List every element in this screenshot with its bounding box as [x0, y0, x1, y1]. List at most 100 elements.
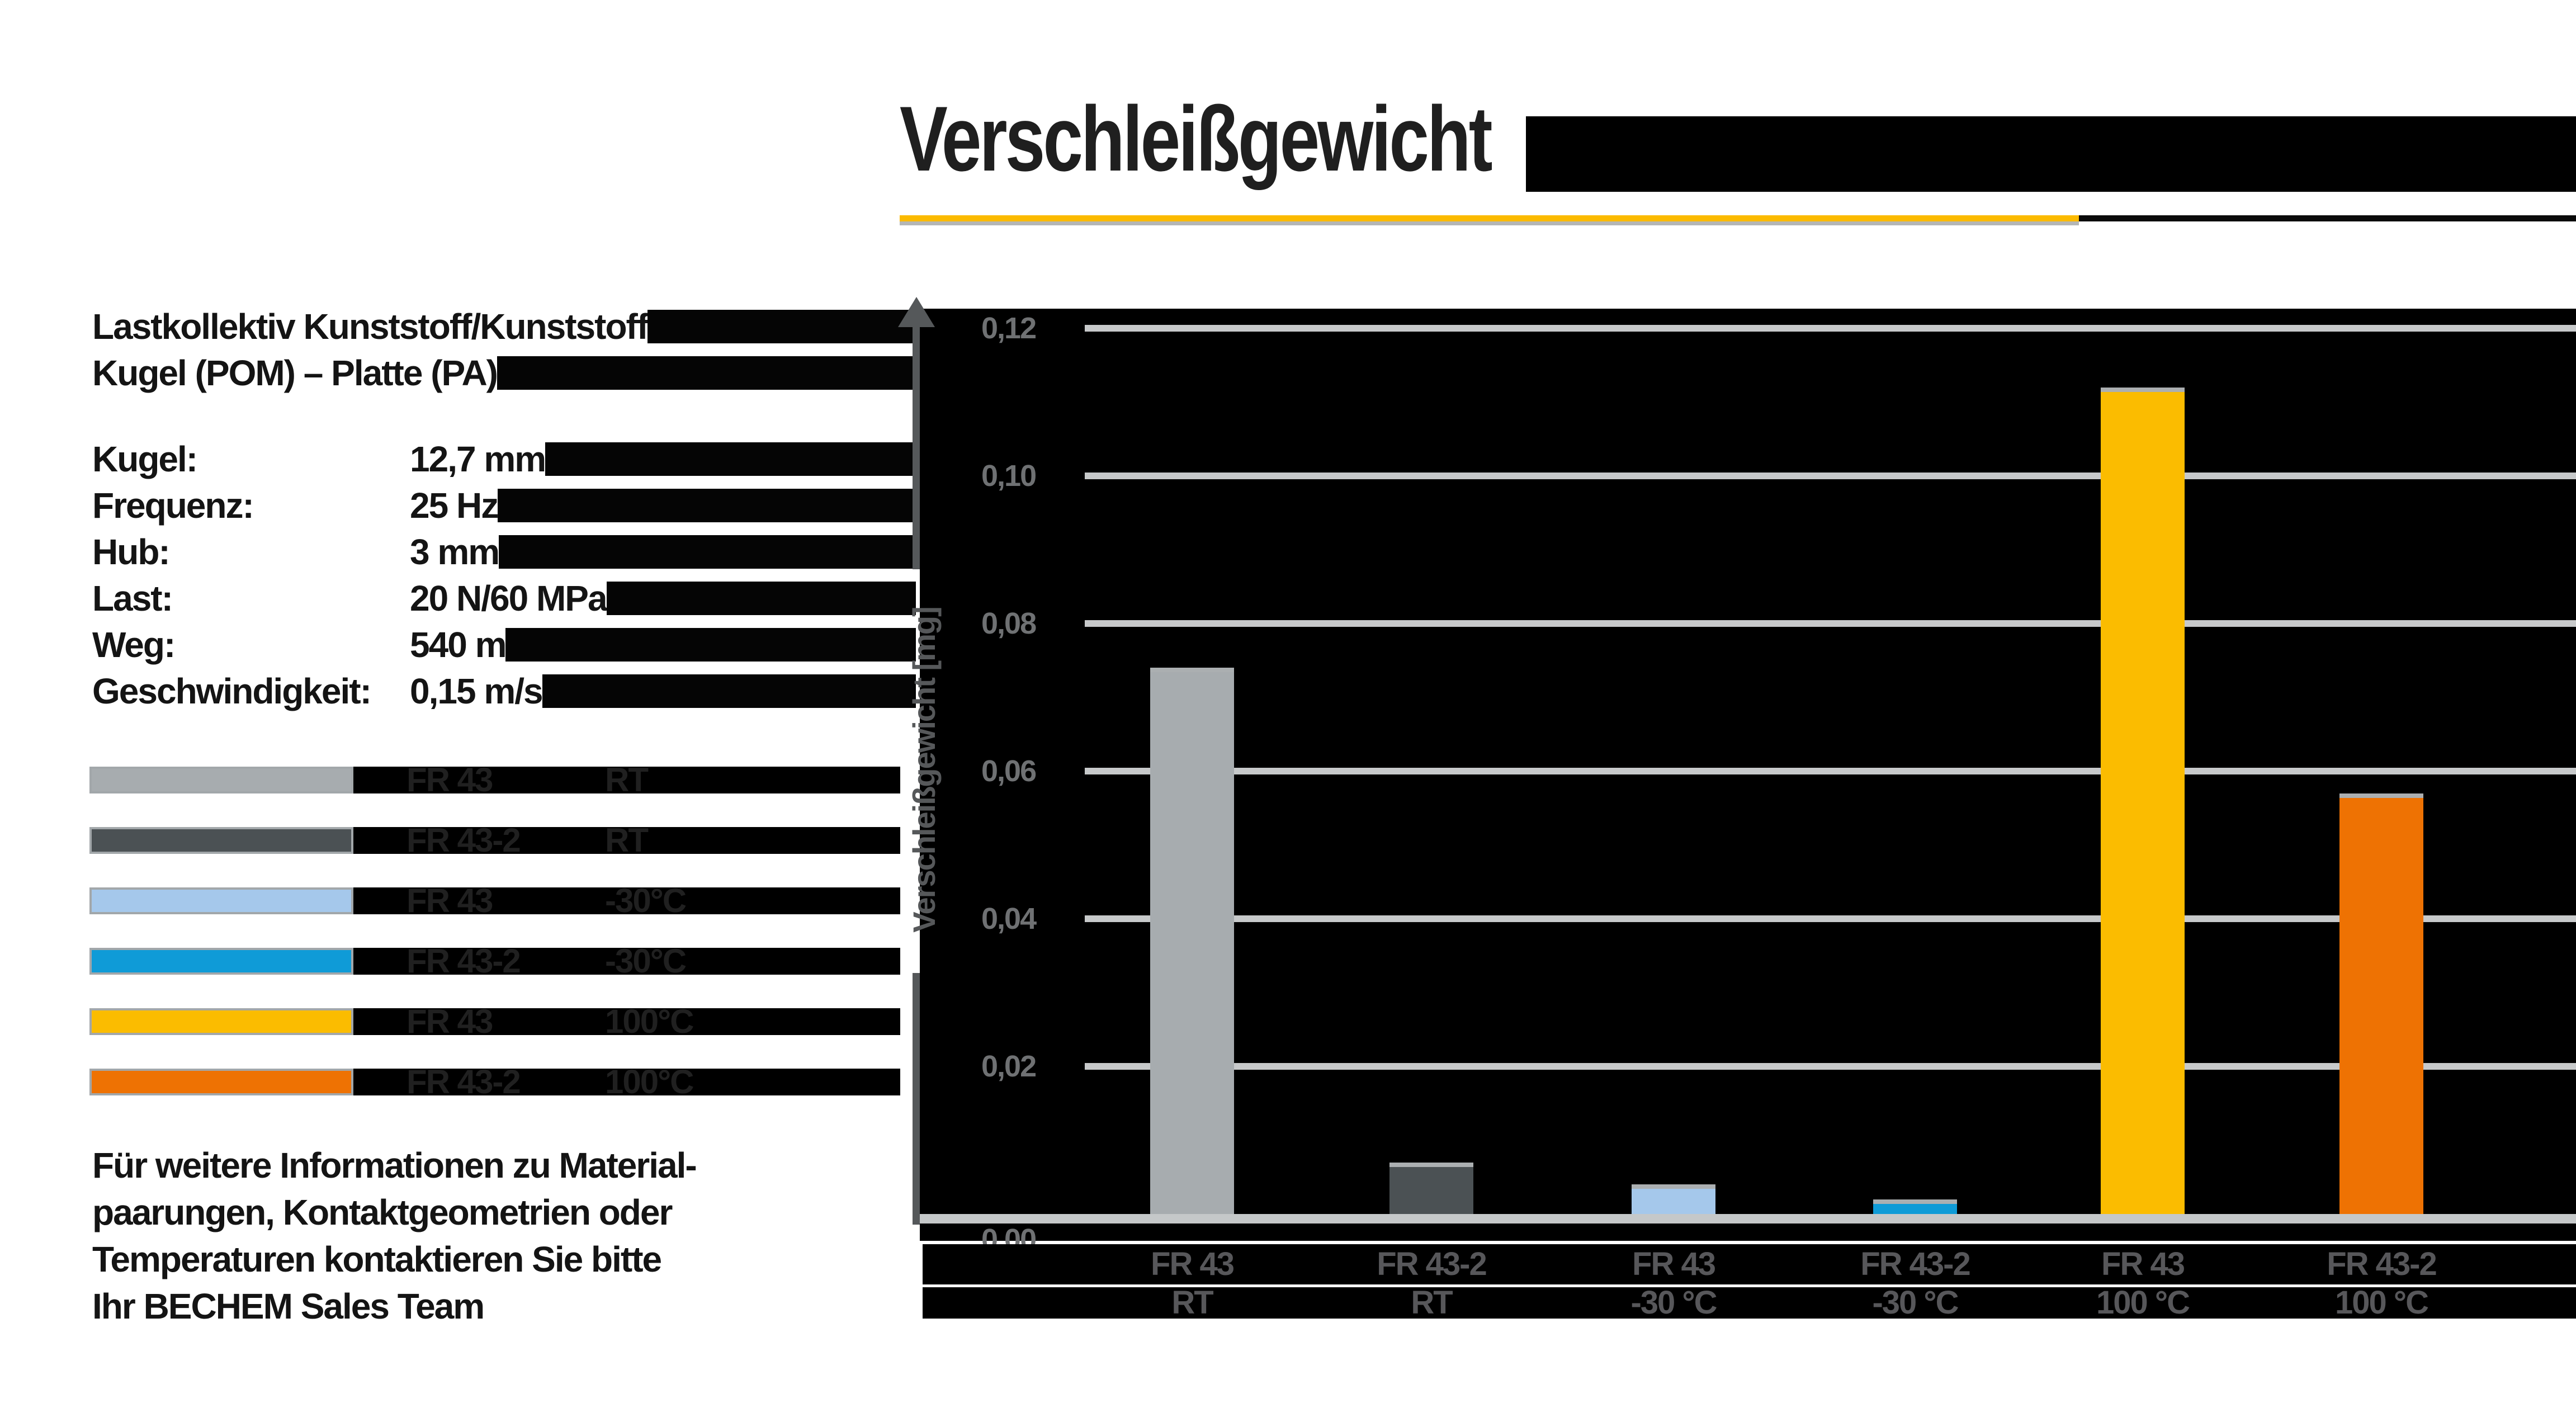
param-row: Last: 20 N/60 MPa: [92, 578, 916, 618]
param-label-holder: Geschwindigkeit:: [92, 670, 410, 712]
info-row-filler-bar: [497, 356, 916, 390]
legend-filler-bar: FR 43-2 -30°C: [353, 942, 900, 980]
param-label: Kugel:: [92, 439, 198, 479]
y-axis-title-box: Verschleißgewicht [mg]: [906, 591, 942, 949]
legend-filler-bar: FR 43 100°C: [353, 1003, 900, 1040]
footer-row: Ihr BECHEM Sales Team: [92, 1286, 485, 1326]
legend-item: FR 43-2 -30°C: [89, 942, 900, 980]
legend-label: FR 43-2: [407, 821, 521, 859]
param-row: Geschwindigkeit: 0,15 m/s: [92, 670, 916, 712]
param-label: Weg:: [92, 625, 176, 665]
param-row: Hub: 3 mm: [92, 531, 916, 573]
legend-filler-bar: FR 43-2 RT: [353, 821, 900, 859]
y-tick-label: 0,04: [981, 902, 1037, 936]
y-gridline: [1085, 325, 2576, 332]
legend-temp: -30°C: [605, 882, 687, 919]
info-heading-row: Kugel (POM) – Platte (PA): [92, 353, 916, 393]
param-filler-bar: [498, 489, 916, 522]
legend-label: FR 43-2: [407, 942, 521, 980]
legend-filler-bar: FR 43 RT: [353, 761, 900, 799]
info-heading-line: Lastkollektiv Kunststoff/Kunststoff: [92, 306, 649, 347]
x-axis-baseline: [920, 1214, 2576, 1224]
legend-label: FR 43: [407, 882, 493, 919]
y-tick-label: 0,02: [981, 1050, 1037, 1083]
legend-filler-bar: FR 43-2 100°C: [353, 1063, 900, 1100]
param-row: Weg: 540 m: [92, 624, 916, 665]
y-gridline: [1085, 620, 2576, 627]
title-filler-bar: [1526, 116, 2576, 192]
param-filler-bar: [542, 674, 916, 708]
x-category-label: FR 43: [1632, 1246, 1716, 1282]
x-temp-label: RT: [1411, 1284, 1453, 1321]
y-gridline: [1085, 915, 2576, 922]
y-axis-arrow-icon: [898, 297, 935, 327]
y-gridline: [1085, 1063, 2576, 1070]
bar-top-cap: [1632, 1184, 1715, 1189]
y-tick-label: 0,12: [981, 311, 1037, 345]
title-underline-yellow: [900, 215, 2079, 221]
param-value: 3 mm: [410, 532, 500, 572]
info-heading-row: Lastkollektiv Kunststoff/Kunststoff: [92, 306, 916, 347]
title-row: Verschleißgewicht: [900, 87, 2576, 205]
legend-swatch: [89, 1069, 353, 1095]
chart-bar: [2339, 793, 2423, 1214]
legend-temp: RT: [605, 761, 649, 799]
legend-label: FR 43: [407, 1003, 493, 1040]
bar-top-cap: [2339, 793, 2423, 798]
param-value: 0,15 m/s: [410, 671, 543, 711]
y-tick-label: 0,06: [981, 754, 1037, 788]
param-label: Last:: [92, 578, 173, 618]
legend-item: FR 43 RT: [89, 761, 900, 799]
legend-temp: RT: [605, 821, 649, 859]
x-temp-label: 100 °C: [2096, 1284, 2190, 1321]
footer-row: Für weitere Informationen zu Material-: [92, 1145, 697, 1185]
legend-swatch: [89, 767, 353, 793]
legend-temp: -30°C: [605, 942, 687, 980]
footer-row: paarungen, Kontaktgeometrien oder: [92, 1192, 673, 1232]
y-gridline: [1085, 768, 2576, 774]
legend-label: FR 43-2: [407, 1063, 521, 1100]
y-axis-line: [913, 312, 920, 569]
bar-top-cap: [1150, 668, 1234, 672]
bar-top-cap: [1873, 1199, 1957, 1204]
param-value: 12,7 mm: [410, 439, 546, 479]
y-axis-line: [913, 973, 920, 1225]
param-row: Kugel: 12,7 mm: [92, 438, 916, 480]
legend-swatch: [89, 1008, 353, 1035]
x-category-label: FR 43-2: [1377, 1246, 1487, 1282]
legend-label: FR 43: [407, 761, 493, 799]
param-label-holder: Weg:: [92, 624, 410, 665]
param-row: Frequenz: 25 Hz: [92, 485, 916, 526]
param-filler-bar: [499, 535, 916, 569]
x-temp-label: RT: [1171, 1284, 1213, 1321]
x-temperature-band: RT RT -30 °C -30 °C 100 °C 100 °C: [923, 1287, 2576, 1319]
title-underline-black: [2079, 215, 2576, 221]
param-label-holder: Hub:: [92, 531, 410, 573]
param-value: 25 Hz: [410, 485, 499, 526]
param-filler-bar: [545, 442, 916, 476]
legend-item: FR 43-2 100°C: [89, 1063, 900, 1100]
x-temp-label: 100 °C: [2335, 1284, 2429, 1321]
chart-bar: [1873, 1199, 1957, 1214]
x-temp-label: -30 °C: [1872, 1284, 1959, 1321]
legend-temp: 100°C: [605, 1063, 694, 1100]
legend-swatch: [89, 827, 353, 854]
y-tick-label: 0,08: [981, 607, 1037, 640]
legend-item: FR 43 -30°C: [89, 882, 900, 919]
y-axis-title: Verschleißgewicht [mg]: [906, 607, 942, 933]
info-row-filler-bar: [647, 310, 916, 343]
param-filler-bar: [505, 628, 916, 662]
legend-filler-bar: FR 43 -30°C: [353, 882, 900, 919]
param-label: Geschwindigkeit:: [92, 671, 372, 711]
param-value: 540 m: [410, 625, 507, 665]
bar-top-cap: [1389, 1163, 1473, 1167]
legend-swatch: [89, 948, 353, 975]
y-tick-label: 0,10: [981, 459, 1037, 493]
param-value: 20 N/60 MPa: [410, 578, 608, 618]
footer-row: Temperaturen kontaktieren Sie bitte: [92, 1239, 662, 1279]
bar-top-cap: [2101, 388, 2185, 392]
x-category-band: FR 43 FR 43-2 FR 43 FR 43-2 FR 43 FR 43-2: [923, 1244, 2576, 1284]
chart-bar: [1150, 668, 1234, 1214]
param-label-holder: Kugel:: [92, 438, 410, 480]
title-holder: Verschleißgewicht: [900, 87, 1526, 205]
